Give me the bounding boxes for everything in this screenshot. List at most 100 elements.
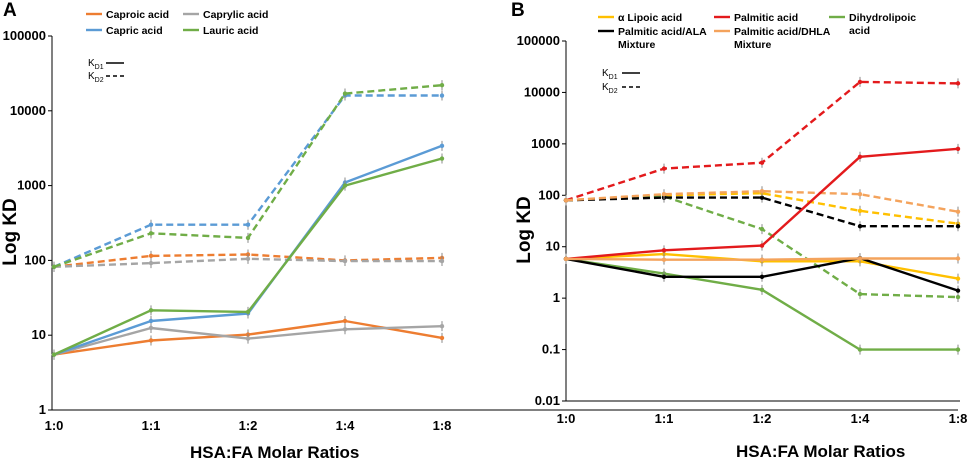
data-point	[759, 287, 765, 293]
y-axis-label-a: Log KD	[0, 198, 21, 266]
data-point	[661, 191, 667, 197]
y-tick-label: 100	[24, 252, 46, 267]
y-tick-label: 0.01	[535, 393, 560, 408]
data-point	[857, 224, 863, 229]
x-axis-label-a: HSA:FA Molar Ratios	[190, 443, 359, 462]
data-point	[759, 274, 765, 280]
y-tick-label: 100000	[517, 33, 560, 48]
y-tick-label: 10000	[524, 84, 560, 99]
data-point	[439, 323, 445, 329]
chart-panel-a: 1 10 100 1000 10000 100000 1:0 1:1 1:2 1:4 1:8 HSA:…	[0, 9, 958, 462]
data-point	[563, 256, 569, 262]
kd-style-label: KD1	[602, 68, 618, 81]
y-tick-label: 10	[546, 239, 560, 254]
x-tick-label: 1:1	[655, 411, 674, 426]
data-point	[955, 209, 961, 214]
data-point	[51, 352, 57, 357]
data-point	[759, 160, 765, 165]
y-tick-label: 0.1	[542, 342, 560, 357]
x-tick-label: 1:4	[336, 418, 356, 433]
y-tick-label: 100	[538, 187, 560, 202]
data-point	[661, 257, 667, 262]
data-point	[955, 347, 961, 352]
data-point	[148, 253, 154, 259]
data-point	[148, 222, 154, 227]
x-axis-label-b: HSA:FA Molar Ratios	[736, 442, 905, 461]
data-point	[857, 208, 863, 213]
legend-label: α Lipoic acid	[618, 12, 682, 24]
panel-label-a: A	[3, 0, 17, 21]
y-axis-label-b: Log KD	[514, 196, 535, 264]
y-tick-label: 1000	[17, 178, 46, 193]
x-tick-label: 1:0	[557, 411, 576, 426]
data-point	[759, 243, 765, 248]
legend-label: Dihydrolipoic acid	[849, 12, 916, 37]
data-point	[955, 224, 961, 229]
data-point	[342, 327, 348, 332]
legend-label: Palmitic acid/DHLA Mixture	[734, 26, 831, 51]
data-point	[439, 258, 445, 264]
data-point	[148, 308, 154, 313]
data-point	[245, 222, 251, 227]
data-point	[342, 318, 348, 324]
data-point	[759, 189, 765, 194]
legend-label: Lauric acid	[203, 25, 258, 37]
data-point	[759, 226, 765, 232]
series-line	[53, 253, 443, 268]
legend-label: Palmitic acid/ALA Mixture	[618, 26, 707, 51]
data-point	[439, 335, 445, 341]
data-point	[148, 318, 154, 324]
data-point	[857, 191, 863, 197]
legend-label: Capric acid	[106, 25, 163, 37]
x-tick-label: 1:0	[45, 418, 64, 433]
data-point	[661, 248, 667, 253]
series-line	[565, 196, 958, 228]
data-point	[857, 79, 863, 85]
data-point	[857, 256, 863, 261]
data-point	[342, 183, 348, 188]
data-point	[759, 195, 765, 200]
data-point	[245, 336, 251, 341]
y-tick-label: 10000	[10, 103, 46, 118]
data-point	[342, 91, 348, 96]
x-tick-label: 1:2	[753, 411, 772, 426]
y-tick-label: 1	[553, 290, 560, 305]
kd-style-label: KD2	[88, 71, 104, 84]
x-tick-label: 1:1	[142, 418, 161, 433]
data-point	[661, 274, 667, 280]
x-tick-label: 1:4	[851, 411, 871, 426]
data-point	[955, 288, 961, 293]
series-line	[565, 80, 959, 202]
data-point	[857, 291, 863, 297]
data-point	[245, 309, 251, 315]
x-tick-label: 1:8	[433, 418, 452, 433]
data-point	[148, 338, 154, 343]
legend-label: Caprylic acid	[203, 9, 268, 21]
data-point	[857, 347, 863, 352]
data-point	[148, 231, 154, 236]
data-point	[245, 235, 251, 241]
data-point	[661, 166, 667, 171]
x-tick-label: 1:2	[239, 418, 258, 433]
y-tick-label: 1000	[531, 136, 560, 151]
x-tick-label: 1:8	[949, 411, 968, 426]
data-point	[51, 264, 57, 270]
data-point	[563, 198, 569, 203]
data-point	[245, 256, 251, 262]
y-tick-label: 10	[32, 327, 46, 342]
kd-style-label: KD1	[88, 58, 104, 71]
panel-label-b: B	[511, 0, 525, 21]
data-point	[759, 257, 765, 262]
data-point	[955, 146, 961, 152]
data-point	[955, 81, 961, 86]
data-point	[955, 256, 961, 261]
data-point	[148, 325, 154, 331]
chart-panel-b: 0.01 0.1 1 10 100 1000 10000 100000 1:0 1:1 1:2 1:4…	[514, 12, 967, 461]
legend-label: Palmitic acid	[734, 12, 798, 24]
series-line	[53, 257, 442, 268]
data-point	[439, 82, 445, 88]
data-point	[439, 143, 445, 149]
y-tick-label: 100000	[3, 28, 46, 43]
data-point	[955, 276, 961, 281]
